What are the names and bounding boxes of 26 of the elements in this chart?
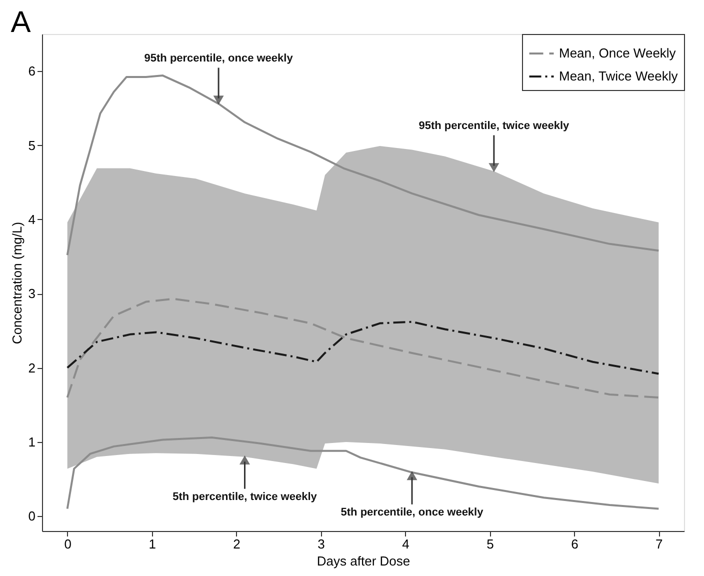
y-tick-label: 6 [28,64,36,79]
x-tick-label: 3 [318,536,325,552]
x-tick-label: 0 [64,536,72,552]
annotation: 5th percentile, twice weekly [172,490,318,503]
x-tick-label: 1 [148,536,156,552]
annotation: 95th percentile, once weekly [144,52,294,65]
y-tick-label: 3 [28,286,36,302]
y-axis-title: Concentration (mg/L) [9,222,24,344]
x-tick-label: 5 [486,536,494,552]
chart-title: A [10,6,31,39]
annotation: 95th percentile, twice weekly [418,120,570,132]
y-tick-label: 0 [28,508,36,524]
line-series [66,298,660,398]
legend-label: Mean, Twice Weekly [559,68,678,84]
y-tick-label: 4 [28,212,36,227]
annotation: 5th percentile, once weekly [340,506,484,518]
x-tick-label: 7 [656,536,663,552]
x-axis-title: Days after Dose [316,554,410,568]
x-tick-label: 6 [571,536,578,552]
y-tick-label: 1 [28,434,36,450]
y-tick-label: 5 [28,138,36,153]
legend-label: Mean, Once Weekly [559,46,676,60]
y-tick-label: 2 [28,360,36,376]
x-tick-label: 2 [233,536,240,552]
x-tick-label: 4 [402,536,410,552]
line-series [66,320,660,375]
